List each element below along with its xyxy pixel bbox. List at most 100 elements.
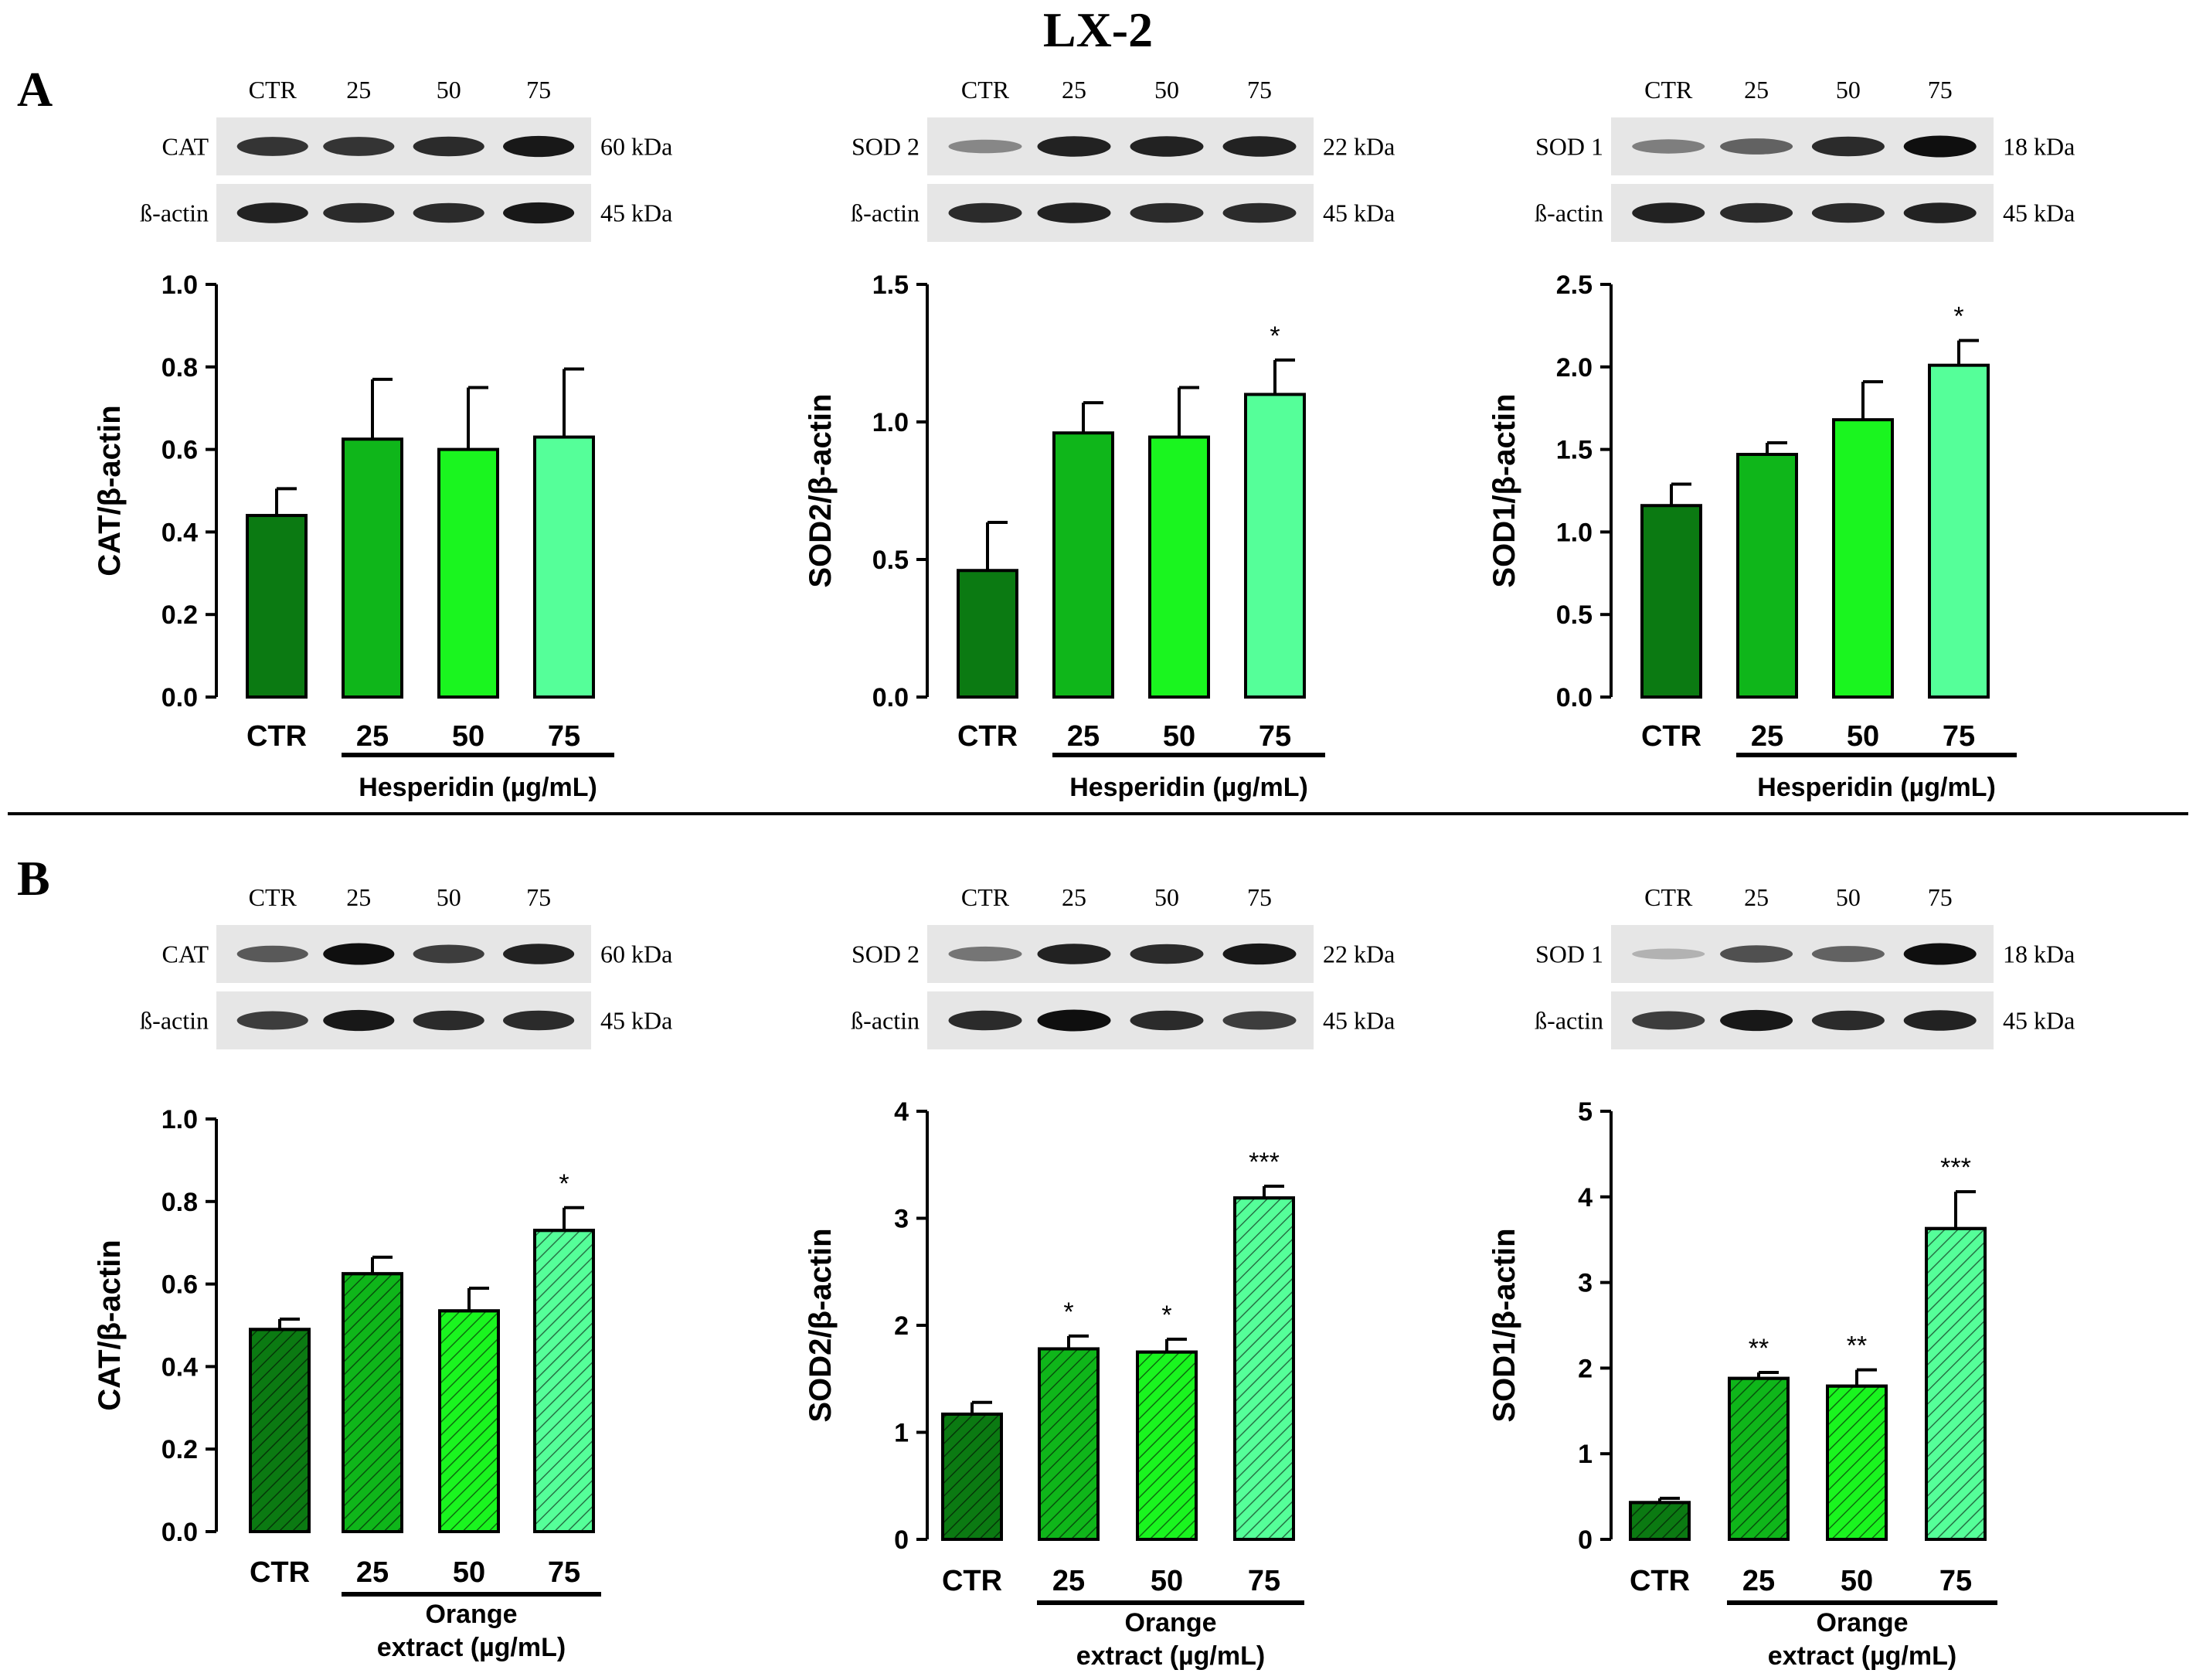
blot-band [1222,136,1297,157]
y-tick-label: 1.0 [161,270,198,300]
treatment-label: Orange [1816,1608,1908,1637]
bar-50 [437,447,499,699]
significance-marker: * [1161,1301,1171,1330]
significance-marker: *** [1940,1153,1971,1182]
blot-protein-label: ß-actin [140,199,209,227]
blot-protein-label: SOD 2 [852,133,920,161]
y-tick-label: 0.4 [161,1352,198,1382]
x-category-label: 75 [1248,1565,1280,1597]
blot-band [1811,1010,1885,1031]
y-axis-label: CAT/β-actin [93,1240,127,1410]
blot-kda-label: 45 kDa [600,199,672,227]
x-category-label: 25 [1742,1565,1775,1597]
bar-hatch [1925,1226,1987,1542]
bar-hatch [342,1272,403,1533]
x-category-label: CTR [957,720,1018,753]
blot-band [1903,943,1977,965]
x-category-label: 75 [1939,1565,1972,1597]
x-category-label: 75 [548,720,580,753]
y-axis-label: SOD1/β-actin [1487,393,1521,587]
y-tick-label: 0.5 [1556,600,1593,630]
blot-protein-label: SOD 1 [1535,133,1603,161]
blot-lane-label: 75 [1247,76,1272,104]
blot-band [1903,135,1977,158]
blot-lane-label: 50 [437,883,461,911]
blot-band [503,944,575,964]
x-category-label: 50 [1151,1565,1183,1597]
bar-chart: 0.0 0.5 1.0 1.5 2.0 2.5 SOD1/β-actin CTR 25 50 * 75… [1487,270,2017,802]
bar-chart: 0.0 0.2 0.4 0.6 0.8 1.0 CAT/β-actin CTR 25 50 * 75 O… [93,1105,601,1662]
y-axis-label: SOD2/β-actin [804,393,838,587]
blot-band [503,135,575,158]
blot-kda-label: 45 kDa [1323,199,1395,227]
blot-band [1130,1010,1204,1031]
bar-hatch [1136,1350,1198,1541]
blot-band [1811,946,1885,962]
blot-band [236,1011,308,1030]
blot-kda-label: 18 kDa [2003,133,2075,161]
y-tick-label: 1.5 [1556,436,1593,465]
blot-lane-label: 25 [346,76,371,104]
y-tick-label: 1 [894,1419,909,1448]
blot-lane-label: 75 [526,76,551,104]
bar-25 [1736,453,1798,699]
blot-band [1632,202,1705,223]
blot-band [1130,944,1204,964]
blot-kda-label: 45 kDa [1323,1007,1395,1035]
bar-25 [1052,431,1114,699]
bar-chart: 0 1 2 3 4 SOD2/β-actin CTR * 25 * 50 *** 75 Orange ext… [804,1097,1304,1671]
blot-band [1037,202,1111,223]
blot-protein-label: CAT [162,940,209,968]
blot-band [1130,202,1204,223]
blot-band [1632,139,1705,154]
blot-band [1720,202,1793,223]
y-tick-label: 1.0 [161,1105,198,1134]
blot-band [1037,944,1111,964]
y-tick-label: 1.0 [1556,518,1593,547]
bar-50 [1148,435,1210,699]
x-category-label: 25 [356,1556,389,1589]
blot-panel: CTR 25 50 75 SOD 1 18 kDa ß-actin 45 kDa [1535,76,2075,242]
bar-hatch [438,1309,500,1534]
blot-kda-label: 22 kDa [1323,940,1395,968]
figure-title: LX-2 [1043,2,1153,57]
blot-lane-label: 50 [1154,883,1179,911]
treatment-label: Hesperidin (µg/mL) [359,773,597,802]
significance-marker: * [1063,1297,1073,1327]
blot-lane-label: 50 [437,76,461,104]
blot-band [323,137,395,156]
bar-hatch [1826,1384,1888,1541]
x-category-label: 25 [1751,720,1783,753]
y-tick-label: 0.2 [161,600,198,630]
blot-band [948,139,1022,154]
blot-protein-label: ß-actin [851,199,920,227]
blot-lane-label: 25 [1744,76,1769,104]
blot-band [503,202,575,224]
bar-hatch [249,1328,311,1533]
y-tick-label: 0.6 [161,436,198,465]
bar-75 [1928,363,1990,699]
blot-band [1130,136,1204,157]
significance-marker: ** [1749,1334,1769,1363]
significance-marker: ** [1847,1331,1867,1361]
y-tick-label: 0.0 [161,1518,198,1547]
x-category-label: 50 [453,1556,485,1589]
significance-marker: * [559,1169,569,1199]
bar-charts: 0.0 0.2 0.4 0.6 0.8 1.0 CAT/β-actin CTR 25 50 75 He… [93,270,2017,1671]
blot-band [413,202,484,223]
y-tick-label: 0.8 [161,353,198,383]
x-category-label: 50 [1847,720,1879,753]
blot-lane-label: 25 [1062,76,1086,104]
y-tick-label: 0.0 [161,683,198,712]
bar-hatch [1629,1501,1691,1541]
treatment-label: Hesperidin (µg/mL) [1757,773,1996,802]
blot-kda-label: 45 kDa [2003,1007,2075,1035]
panel-label-a: A [17,62,53,117]
blot-band [503,1010,575,1031]
y-tick-label: 2.5 [1556,270,1593,300]
blot-lane-label: 25 [1744,883,1769,911]
treatment-label: extract (µg/mL) [1768,1641,1956,1671]
western-blots: CTR 25 50 75 CAT 60 kDa ß-actin 45 kDa CTR 25 50 75… [140,76,2075,1049]
blot-band [236,202,308,223]
